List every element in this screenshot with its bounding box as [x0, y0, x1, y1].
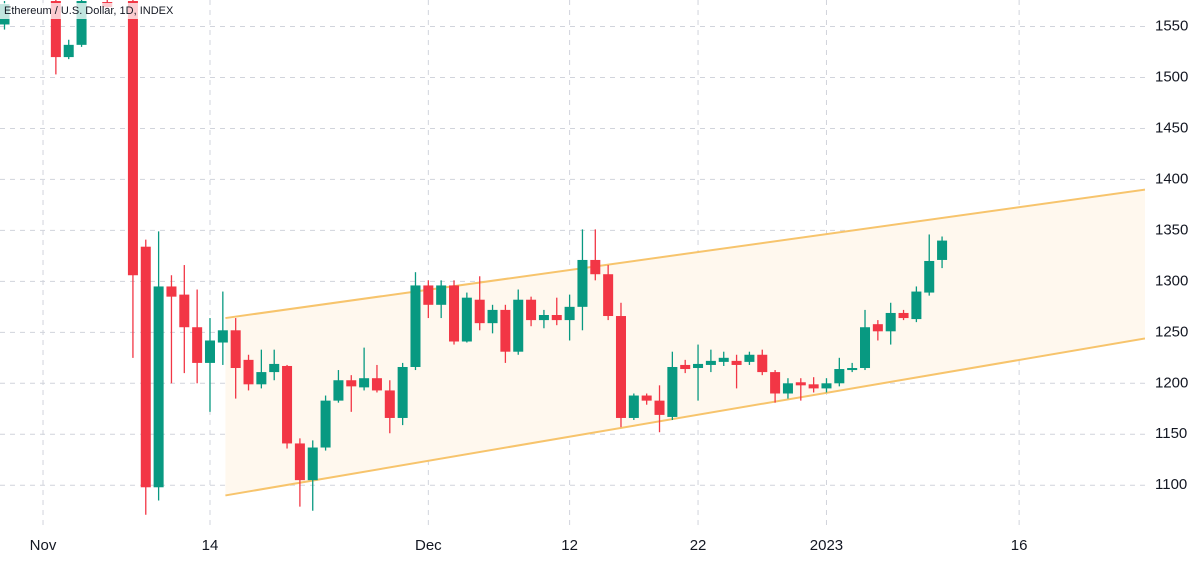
y-tick-label: 1300	[1155, 272, 1188, 289]
candle-body	[410, 285, 421, 367]
candle-body	[359, 378, 370, 388]
candle-body	[667, 366, 678, 417]
candle-body	[885, 312, 896, 332]
y-tick-label: 1100	[1155, 476, 1187, 493]
candle-body	[346, 380, 357, 387]
candle-body	[500, 309, 511, 352]
candle-body	[320, 400, 331, 448]
candle-body	[50, 1, 61, 58]
candle-body	[243, 359, 254, 385]
x-tick-label: Nov	[30, 537, 57, 554]
candle-body	[641, 395, 652, 401]
candle-body	[603, 274, 614, 317]
candle-body	[590, 259, 601, 275]
candle-body	[76, 1, 87, 45]
candle-body	[654, 400, 665, 415]
candle-body	[731, 360, 742, 365]
candle-body	[282, 365, 293, 444]
y-tick-label: 1450	[1155, 119, 1188, 136]
channel-line	[225, 188, 1145, 320]
candle-body	[860, 327, 871, 369]
x-tick-label: Dec	[415, 537, 442, 554]
x-tick-label: 16	[1011, 537, 1028, 554]
candle-body	[538, 315, 549, 321]
x-tick-label: 2023	[810, 537, 843, 554]
candle-body	[770, 372, 781, 394]
candle-body	[461, 297, 472, 342]
candle-body	[127, 1, 138, 276]
candle-body	[757, 354, 768, 373]
candle-body	[230, 330, 241, 369]
candle-body	[269, 363, 280, 373]
candle-body	[615, 316, 626, 418]
candle-body	[204, 340, 216, 363]
candle-body	[192, 327, 203, 363]
candle-body	[513, 299, 524, 352]
candle-body	[166, 286, 177, 297]
candle-body	[795, 382, 806, 386]
candle-body	[153, 286, 164, 488]
candle-body	[924, 260, 935, 293]
x-tick-label: 22	[690, 537, 707, 554]
candle-body	[526, 299, 537, 321]
candle-body	[821, 383, 832, 389]
candle-body	[847, 368, 858, 371]
candle-body	[63, 44, 74, 58]
candle-body	[782, 383, 793, 394]
candle-body	[693, 363, 704, 369]
channel	[225, 188, 1145, 497]
candle-body	[551, 315, 562, 321]
candle-body	[628, 395, 639, 418]
candle-body	[911, 291, 922, 320]
axis-labels: 1100 1150 1200 1250 1300 1350 1400 1450 1500 1550…	[30, 17, 1189, 553]
candle-body	[680, 364, 691, 370]
candle-body	[140, 246, 151, 488]
candle-body	[474, 299, 485, 324]
candles	[0, 0, 948, 515]
y-tick-label: 1500	[1155, 68, 1188, 85]
candle-body	[371, 378, 382, 391]
chart-title: Ethereum / U.S. Dollar, 1D, INDEX	[4, 5, 174, 17]
candle-body	[436, 285, 447, 305]
candle-body	[333, 380, 344, 401]
y-tick-label: 1550	[1155, 17, 1188, 34]
y-tick-label: 1400	[1155, 170, 1188, 187]
y-tick-label: 1200	[1155, 374, 1188, 391]
candle-body	[423, 285, 434, 305]
candle-body	[397, 366, 408, 418]
y-tick-label: 1150	[1155, 425, 1187, 442]
candle-body	[937, 240, 948, 260]
y-tick-label: 1350	[1155, 221, 1188, 238]
channel-line	[225, 337, 1145, 497]
candle-body	[487, 309, 498, 324]
candle-body	[834, 369, 845, 384]
y-tick-label: 1250	[1155, 323, 1188, 340]
candle-body	[179, 294, 190, 328]
channel-fill	[225, 189, 1145, 496]
candle-body	[256, 372, 267, 385]
candle-body	[294, 443, 305, 481]
candle-body	[718, 357, 729, 362]
x-tick-label: 12	[561, 537, 578, 554]
candle-body	[808, 384, 819, 389]
title-backdrop	[0, 3, 192, 19]
candle-body	[384, 390, 395, 418]
candle-body	[564, 306, 575, 321]
candle-body	[307, 447, 318, 481]
candle-body	[744, 354, 755, 362]
candle-body	[705, 360, 716, 365]
candle-body	[898, 312, 909, 319]
candle-body	[217, 330, 228, 343]
candle-body	[577, 259, 588, 307]
candle-body	[872, 324, 883, 332]
x-tick-label: 14	[202, 537, 219, 554]
candle-body	[449, 285, 460, 342]
